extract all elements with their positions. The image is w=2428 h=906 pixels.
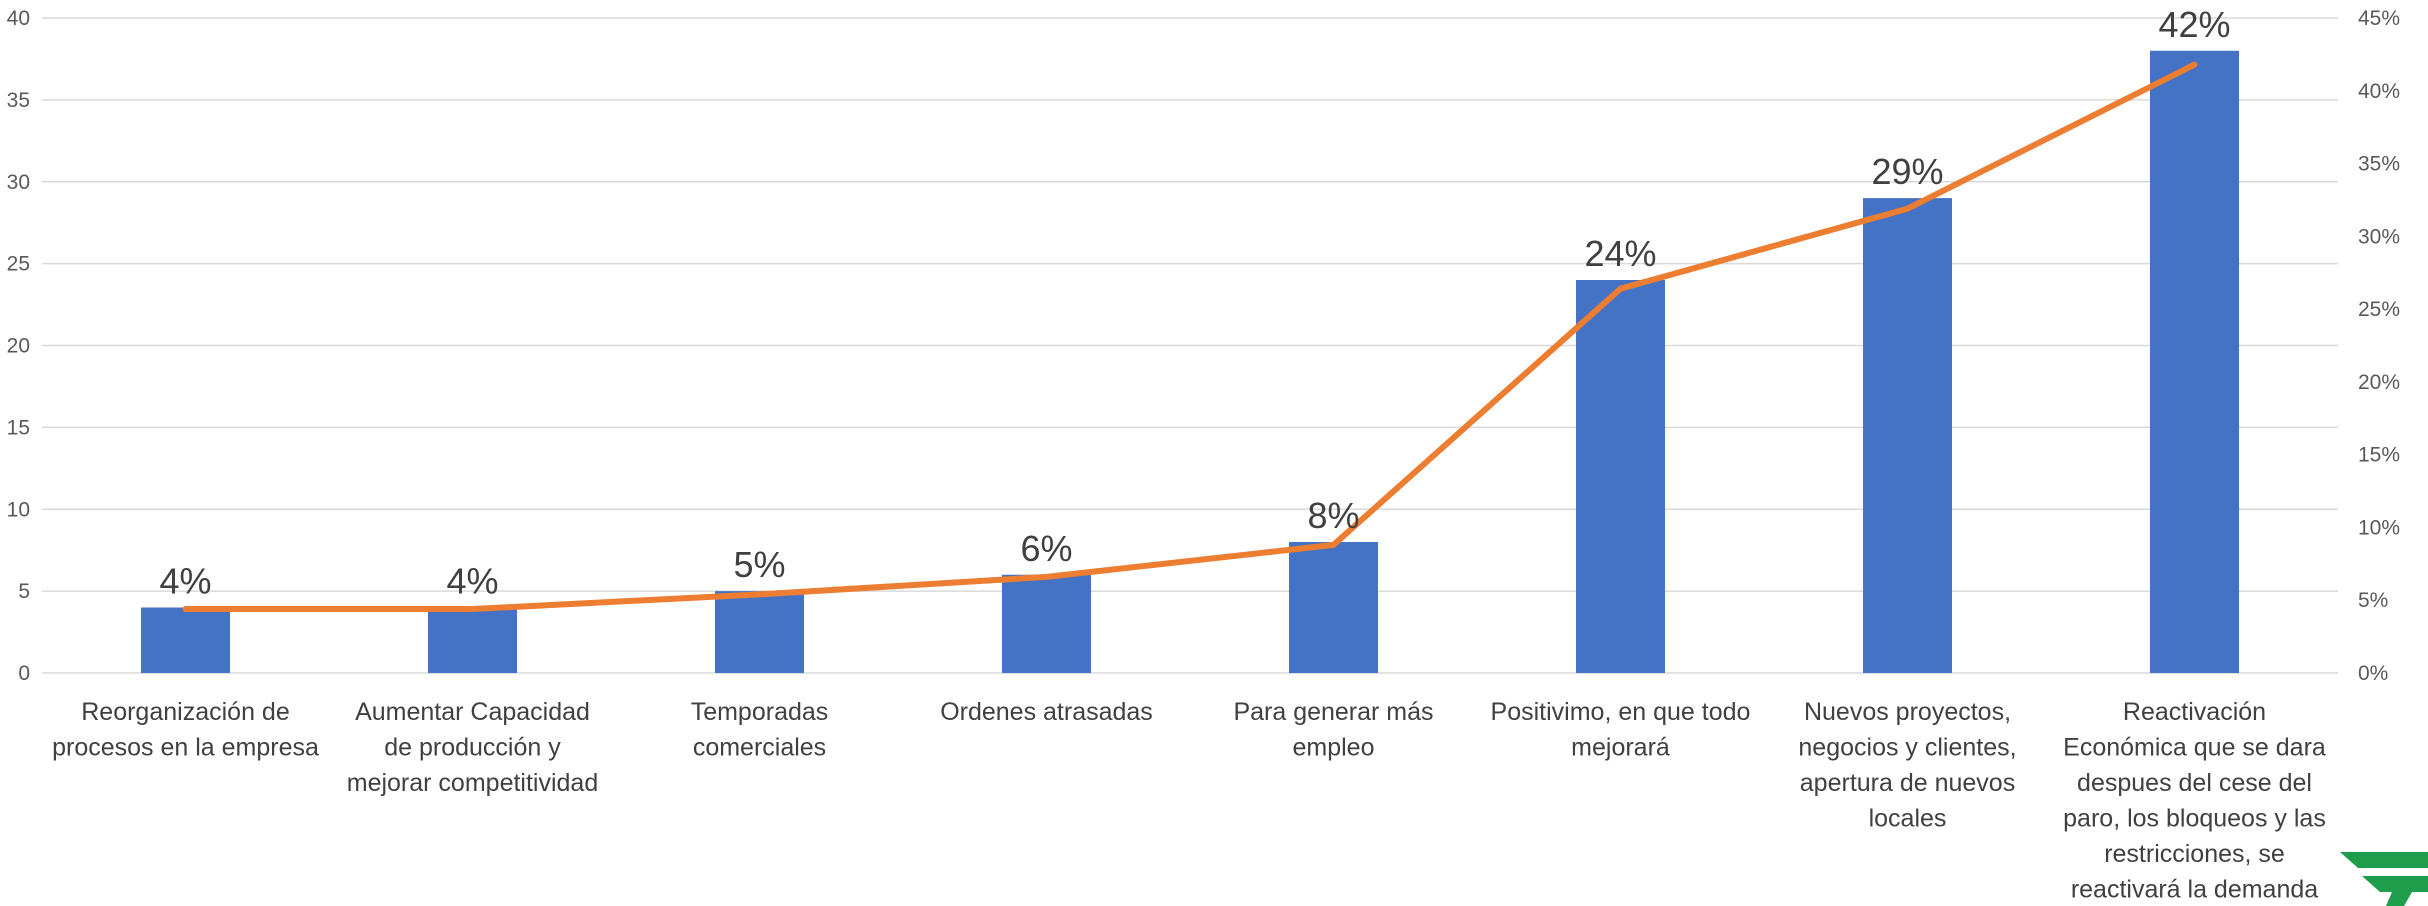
gridlines <box>42 17 2338 674</box>
left-tick-label: 35 <box>7 89 30 112</box>
right-tick-label: 40% <box>2358 80 2400 103</box>
right-tick-label: 10% <box>2358 516 2400 539</box>
category-axis: Reorganización de procesos en la empresa A… <box>52 698 2326 904</box>
left-tick-label: 10 <box>7 498 30 521</box>
data-label: 24% <box>1584 233 1656 274</box>
category-label: Ordenes atrasadas <box>940 698 1153 726</box>
bar <box>1002 574 1091 673</box>
data-label: 42% <box>2158 4 2230 45</box>
left-tick-label: 25 <box>7 253 30 276</box>
right-tick-label: 5% <box>2358 589 2388 612</box>
right-tick-label: 15% <box>2358 444 2400 467</box>
logo-shape-top <box>2340 852 2428 868</box>
data-label: 29% <box>1871 151 1943 192</box>
logo-shape-stem <box>2386 892 2412 906</box>
bar <box>2150 50 2239 673</box>
bar <box>715 591 804 673</box>
data-label: 8% <box>1307 495 1359 536</box>
data-label: 4% <box>159 561 211 602</box>
category-label: Reactivación Económica que se dara despues… <box>2063 698 2326 904</box>
right-tick-label: 35% <box>2358 153 2400 176</box>
right-tick-label: 20% <box>2358 371 2400 394</box>
logo-shape-mid <box>2362 876 2428 892</box>
category-label: Reorganización de procesos en la empresa <box>52 698 319 762</box>
green-logo <box>2340 852 2428 906</box>
category-label: Positivimo, en que todo mejorará <box>1491 698 1751 762</box>
bar <box>1289 542 1378 673</box>
bar-series <box>141 50 2239 673</box>
left-tick-label: 20 <box>7 335 30 358</box>
bar <box>1576 280 1665 673</box>
right-tick-label: 0% <box>2358 662 2388 685</box>
left-axis: 0 5 10 15 20 25 30 35 40 <box>7 7 30 685</box>
right-axis: 0% 5% 10% 15% 20% 25% 30% 35% 40% 45% <box>2358 7 2400 685</box>
category-label: Aumentar Capacidad de producción y mejorar… <box>347 698 599 797</box>
bar <box>141 607 230 673</box>
left-tick-label: 15 <box>7 416 30 439</box>
bar <box>1863 198 1952 673</box>
category-label: Para generar más empleo <box>1233 698 1433 762</box>
category-label: Temporadas comerciales <box>691 698 829 762</box>
left-tick-label: 5 <box>18 580 30 603</box>
data-label: 5% <box>733 544 785 585</box>
right-tick-label: 25% <box>2358 298 2400 321</box>
line-series-path <box>182 61 2198 612</box>
left-tick-label: 30 <box>7 171 30 194</box>
line-series <box>182 61 2198 612</box>
category-label: Nuevos proyectos, negocios y clientes, ape… <box>1798 698 2016 833</box>
left-tick-label: 0 <box>18 662 30 685</box>
left-tick-label: 40 <box>7 7 30 30</box>
data-label: 6% <box>1020 528 1072 569</box>
data-labels: 4% 4% 5% 6% 8% 24% 29% 42% <box>159 4 2230 602</box>
right-tick-label: 45% <box>2358 7 2400 30</box>
right-tick-label: 30% <box>2358 225 2400 248</box>
data-label: 4% <box>446 561 498 602</box>
bar <box>428 607 517 673</box>
